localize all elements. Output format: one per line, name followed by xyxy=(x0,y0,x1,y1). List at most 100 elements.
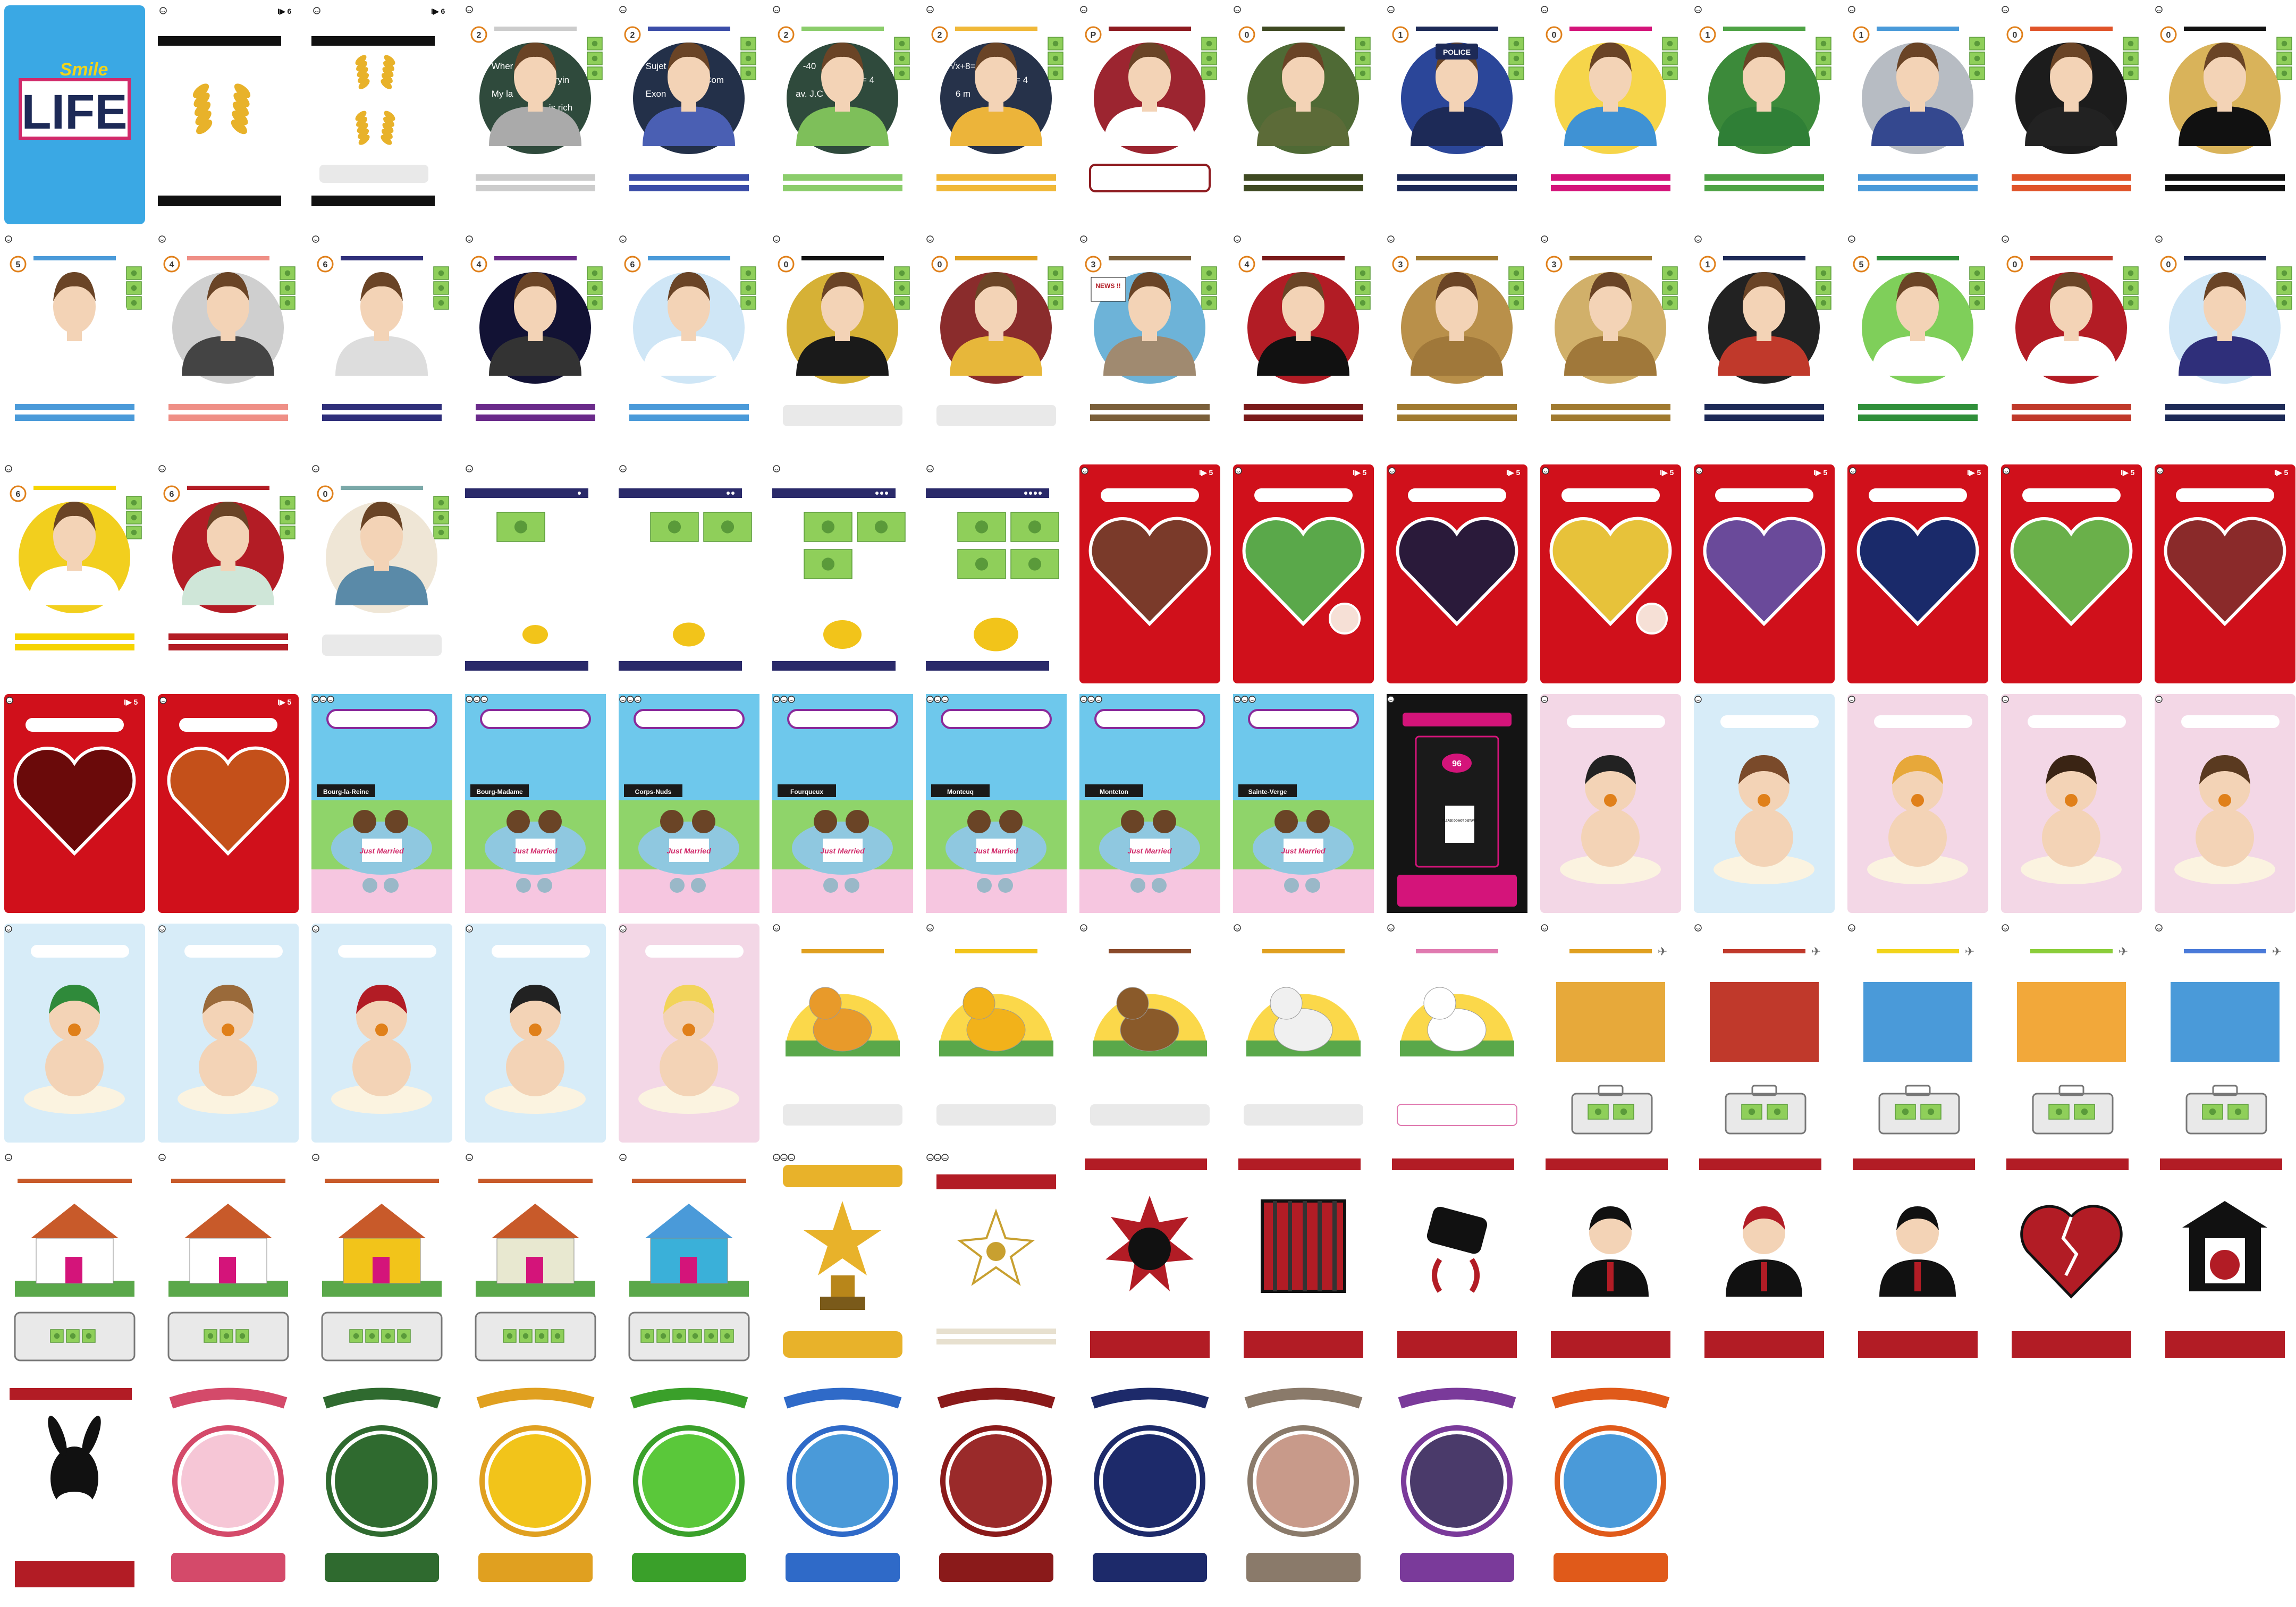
child-card-child-saber[interactable] xyxy=(158,924,299,1143)
job-card-guru[interactable]: 0 xyxy=(926,235,1067,454)
travel-card-travel-sydney[interactable]: ✈ xyxy=(2155,924,2295,1143)
salary-card-4[interactable] xyxy=(926,464,1067,683)
wedding-card-6[interactable]: Monteton Just Married xyxy=(1079,694,1220,913)
job-card-artist[interactable]: 4 xyxy=(465,235,606,454)
child-card-child-wonder[interactable] xyxy=(1540,694,1681,913)
legion-honor-card[interactable] xyxy=(926,1153,1067,1372)
job-card-waiter[interactable]: 0 xyxy=(2155,5,2295,224)
studies-card-1[interactable]: I▶ 6 xyxy=(158,5,299,224)
child-card-child-cap[interactable] xyxy=(4,924,145,1143)
special-card-special-shooting-star[interactable] xyxy=(1079,1383,1220,1602)
house-card-house-2[interactable] xyxy=(158,1153,299,1372)
flirt-card-flirt-hotel[interactable]: I▶ 5 xyxy=(1540,464,1681,683)
wedding-card-1[interactable]: Bourg-la-Reine Just Married xyxy=(311,694,452,913)
wedding-card-4[interactable]: Fourqueux Just Married xyxy=(772,694,913,913)
job-card-lawyer[interactable]: 4 xyxy=(1233,235,1374,454)
flirt-card-flirt-nightclub[interactable]: I▶ 5 xyxy=(1847,464,1988,683)
hardship-card-hardship-tax[interactable] xyxy=(2155,1153,2295,1372)
job-card-student-3[interactable]: 2 -40 = 4 av. J.C xyxy=(772,5,913,224)
hardship-card-hardship-accident[interactable] xyxy=(1387,1153,1527,1372)
travel-card-travel-london[interactable]: ✈ xyxy=(1694,924,1835,1143)
grand-prize-card[interactable] xyxy=(772,1153,913,1372)
special-card-special-inheritance[interactable] xyxy=(465,1383,606,1602)
job-card-student-1[interactable]: 2 Wher tryin My la is rich xyxy=(465,5,606,224)
job-card-police-officer[interactable]: 1 POLICE xyxy=(1387,5,1527,224)
hardship-card-hardship-dismissal[interactable] xyxy=(1847,1153,1988,1372)
flirt-card-flirt-park[interactable]: I▶ 5 xyxy=(2001,464,2142,683)
job-card-pharmacist[interactable]: 5 xyxy=(1847,235,1988,454)
hardship-card-hardship-sickness[interactable] xyxy=(1694,1153,1835,1372)
job-card-bandit[interactable]: 0 xyxy=(772,235,913,454)
special-card-special-luck[interactable] xyxy=(619,1383,759,1602)
special-card-special-tsunami[interactable] xyxy=(1540,1383,1681,1602)
house-card-house-1[interactable] xyxy=(4,1153,145,1372)
pet-card-animal-chick[interactable] xyxy=(926,924,1067,1143)
travel-card-travel-rio[interactable]: ✈ xyxy=(2001,924,2142,1143)
job-card-mechanic[interactable]: 1 xyxy=(1694,235,1835,454)
pet-card-animal-unicorn[interactable] xyxy=(1387,924,1527,1143)
job-card-journalist[interactable]: 3 NEWS !! xyxy=(1079,235,1220,454)
pet-card-animal-rabbit[interactable] xyxy=(1233,924,1374,1143)
child-card-child-boxer[interactable] xyxy=(465,924,606,1143)
wedding-card-5[interactable]: Montcuq Just Married xyxy=(926,694,1067,913)
special-card-special-casino[interactable] xyxy=(311,1383,452,1602)
child-card-child-princess[interactable] xyxy=(619,924,759,1143)
travel-card-travel-new-york[interactable]: ✈ xyxy=(1847,924,1988,1143)
job-card-chef[interactable]: 0 xyxy=(2001,235,2142,454)
hardship-card-hardship-attack[interactable] xyxy=(1079,1153,1220,1372)
job-card-designer[interactable]: 4 xyxy=(158,235,299,454)
flirt-card-flirt-internet[interactable]: I▶ 5 xyxy=(1694,464,1835,683)
wedding-card-2[interactable]: Bourg-Madame Just Married xyxy=(465,694,606,913)
job-card-student-2[interactable]: 2 Sujet Com Exon xyxy=(619,5,759,224)
flirt-card-flirt-zoo[interactable]: I▶ 5 xyxy=(158,694,299,913)
flirt-card-flirt-theatre[interactable]: I▶ 5 xyxy=(4,694,145,913)
job-card-researcher[interactable]: 6 xyxy=(4,464,145,683)
job-card-architect[interactable]: 3 xyxy=(1387,235,1527,454)
salary-card-1[interactable] xyxy=(465,464,606,683)
job-card-fortune-teller[interactable]: 0 xyxy=(2155,235,2295,454)
house-card-house-3[interactable] xyxy=(311,1153,452,1372)
special-card-special-rainbow[interactable] xyxy=(772,1383,913,1602)
special-card-special-birthday[interactable] xyxy=(158,1383,299,1602)
job-card-waitress[interactable]: 0 xyxy=(1540,5,1681,224)
special-card-special-revenge[interactable] xyxy=(926,1383,1067,1602)
studies-card-2[interactable]: I▶ 6 xyxy=(311,5,452,224)
job-card-writer[interactable]: 0 xyxy=(311,464,452,683)
job-card-plumber[interactable]: 1 xyxy=(1847,5,1988,224)
child-card-child-beanie[interactable] xyxy=(311,924,452,1143)
salary-card-2[interactable] xyxy=(619,464,759,683)
child-card-child-blonde[interactable] xyxy=(1847,694,1988,913)
wedding-card-7[interactable]: Sainte-Verge Just Married xyxy=(1233,694,1374,913)
travel-card-travel-cairo[interactable]: ✈ xyxy=(1540,924,1681,1143)
wedding-card-3[interactable]: Corps-Nuds Just Married xyxy=(619,694,759,913)
special-card-special-troc[interactable] xyxy=(1233,1383,1374,1602)
job-card-banker[interactable]: 3 xyxy=(1540,235,1681,454)
pet-card-animal-dog[interactable] xyxy=(1079,924,1220,1143)
adultery-card[interactable]: 96 PLEASE DO NOT DISTURB xyxy=(1387,694,1527,913)
job-card-student-4[interactable]: 2 √x+8= = 4 6 m xyxy=(926,5,1067,224)
job-card-gardener[interactable]: 1 xyxy=(1694,5,1835,224)
hardship-card-hardship-prison[interactable] xyxy=(1233,1153,1374,1372)
job-card-pilot[interactable]: 5 xyxy=(4,235,145,454)
job-card-doctor[interactable]: 6 xyxy=(619,235,759,454)
hardship-card-hardship-idiot[interactable] xyxy=(4,1383,145,1602)
flirt-card-flirt-bar[interactable]: I▶ 5 xyxy=(1079,464,1220,683)
job-card-soldier[interactable]: 0 xyxy=(1233,5,1374,224)
pet-card-animal-cat[interactable] xyxy=(772,924,913,1143)
child-card-child-bow[interactable] xyxy=(2155,694,2295,913)
child-card-child-glasses[interactable] xyxy=(1694,694,1835,913)
job-card-stripper[interactable]: 0 xyxy=(2001,5,2142,224)
job-card-astronaut[interactable]: 6 xyxy=(311,235,452,454)
special-card-special-piston[interactable] xyxy=(1387,1383,1527,1602)
hardship-card-hardship-divorce[interactable] xyxy=(2001,1153,2142,1372)
job-card-surgeon[interactable]: 6 xyxy=(158,464,299,683)
hardship-card-hardship-burnout[interactable] xyxy=(1540,1153,1681,1372)
job-card-professor[interactable]: P xyxy=(1079,5,1220,224)
flirt-card-flirt-restaurant[interactable]: I▶ 5 xyxy=(2155,464,2295,683)
salary-card-3[interactable] xyxy=(772,464,913,683)
house-card-house-4[interactable] xyxy=(465,1153,606,1372)
flirt-card-flirt-cinema[interactable]: I▶ 5 xyxy=(1387,464,1527,683)
flirt-card-flirt-camping[interactable]: I▶ 5 xyxy=(1233,464,1374,683)
house-card-house-5[interactable] xyxy=(619,1153,759,1372)
child-card-child-braid[interactable] xyxy=(2001,694,2142,913)
